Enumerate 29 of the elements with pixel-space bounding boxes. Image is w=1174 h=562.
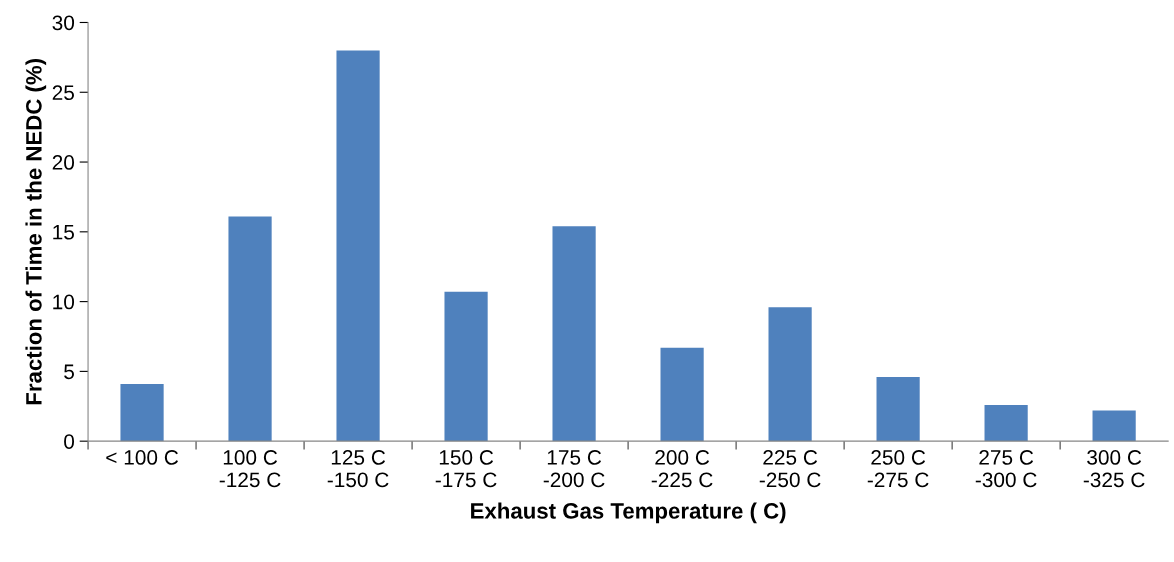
y-axis-title: Fraction of Time in the NEDC (%)	[25, 59, 47, 405]
bar	[336, 50, 380, 442]
x-tick-label: < 100 C	[106, 450, 179, 465]
bar	[120, 383, 164, 442]
x-tick-label: 250 C -275 C	[867, 450, 929, 488]
y-tick-label: 25	[52, 85, 74, 101]
bar	[768, 307, 812, 442]
x-tick-label: 200 C -225 C	[651, 450, 713, 488]
y-tick-label: 20	[52, 155, 75, 170]
x-tick-label: 300 C -325 C	[1083, 450, 1145, 488]
x-tick-label: 275 C -300 C	[975, 450, 1037, 488]
y-tick-label: 0	[64, 434, 75, 449]
x-tick-label: 100 C -125 C	[219, 450, 281, 488]
x-tick-label: 225 C -250 C	[759, 450, 821, 488]
y-tick-label: 15	[53, 225, 74, 240]
bar	[660, 347, 704, 442]
bar	[876, 376, 920, 442]
bar	[444, 291, 488, 442]
bar	[228, 216, 272, 442]
y-tick-label: 30	[52, 15, 75, 31]
x-tick-label: 125 C -150 C	[327, 450, 389, 488]
x-axis-title: Exhaust Gas Temperature ( C)	[471, 502, 786, 524]
x-tick-label: 175 C -200 C	[543, 450, 605, 488]
y-tick-label: 10	[53, 294, 75, 310]
y-tick-label: 5	[64, 364, 74, 380]
x-tick-label: 150 C -175 C	[435, 450, 497, 488]
bar	[1092, 410, 1136, 442]
bar	[552, 226, 596, 442]
bar	[984, 404, 1028, 442]
